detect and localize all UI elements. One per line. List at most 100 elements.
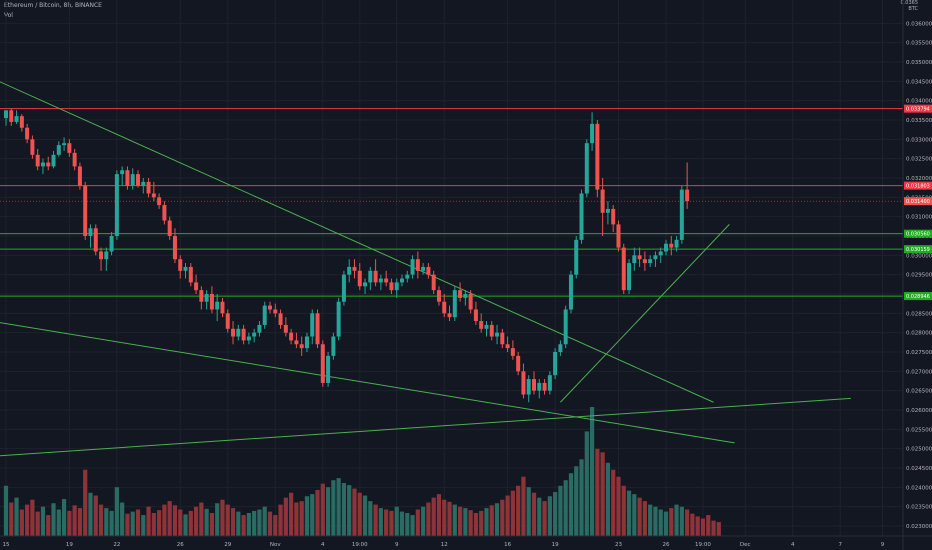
- volume-bar: [426, 502, 431, 536]
- candle-body: [262, 305, 267, 325]
- candle-body: [436, 290, 441, 302]
- trendline: [560, 224, 730, 403]
- candle: [621, 243, 626, 294]
- candle: [326, 352, 331, 387]
- candle: [421, 263, 426, 275]
- volume-bar: [257, 509, 262, 536]
- candle: [347, 259, 352, 283]
- candle: [574, 236, 579, 279]
- candle: [183, 263, 188, 279]
- candle: [458, 282, 463, 302]
- volume-bar: [98, 504, 104, 536]
- x-tick-label: 4: [791, 542, 795, 548]
- candle-body: [104, 251, 109, 260]
- candle: [373, 259, 378, 287]
- candle-body: [658, 251, 663, 256]
- candle-body: [283, 324, 288, 333]
- x-tick-label: 22: [113, 542, 120, 548]
- time-axis[interactable]: 15 19 22 26 29 Nov 4 19:00 9 12 16 19 23 26 19:00 Dec 4 7…: [0, 535, 932, 548]
- candle: [400, 274, 404, 287]
- volume-bar: [14, 497, 19, 536]
- volume-bar: [125, 513, 130, 536]
- candle-body: [431, 274, 436, 291]
- price-axis[interactable]: 0.023000 0.023500 0.024000 0.024500 0.025000…: [902, 0, 932, 550]
- price-axis-unit-value: 0.0365: [900, 0, 919, 6]
- candle: [109, 232, 114, 256]
- y-tick-label: 0.024000: [906, 485, 932, 491]
- volume-bar: [188, 510, 193, 536]
- candle-body: [294, 340, 299, 345]
- candle-body: [209, 294, 214, 310]
- candle: [46, 156, 51, 171]
- volume-bar: [56, 509, 61, 536]
- candle: [648, 255, 653, 267]
- candle: [225, 309, 230, 333]
- volume-bar: [611, 469, 616, 536]
- volume-bar: [246, 512, 251, 536]
- trendline: [0, 397, 851, 457]
- candle: [452, 286, 457, 322]
- candle: [510, 340, 515, 360]
- candle-body: [141, 181, 146, 186]
- volume-bar: [19, 509, 24, 536]
- candle: [130, 168, 135, 190]
- volume-bar: [130, 511, 135, 536]
- x-tick-label: 19:00: [695, 542, 711, 548]
- candle: [283, 317, 288, 337]
- x-tick-label: 19:00: [352, 542, 368, 548]
- chart-symbol-title: Ethereum / Bitcoin, 8h, BINANCE: [4, 2, 102, 9]
- volume-bar: [146, 506, 151, 536]
- level-price-label: 0.033794: [906, 107, 930, 113]
- volume-bar: [67, 510, 72, 536]
- candle-body: [347, 266, 352, 275]
- volume-bar: [3, 485, 9, 536]
- volume-bar: [389, 510, 394, 536]
- candle: [93, 224, 98, 256]
- x-tick-label: 29: [224, 542, 231, 548]
- volume-bar: [362, 495, 368, 536]
- candle: [553, 348, 558, 380]
- candle: [642, 251, 647, 271]
- candle: [167, 216, 172, 240]
- candle: [204, 290, 209, 310]
- volume-bar: [141, 515, 146, 536]
- level-price-label: 0.028946: [906, 294, 930, 300]
- volume-bar: [553, 492, 558, 536]
- candle-body: [400, 278, 404, 283]
- level-price-label: 0.031803: [906, 184, 930, 190]
- candle-body: [268, 305, 272, 310]
- candle: [67, 139, 72, 157]
- volume-bar: [325, 487, 331, 536]
- last-price-label: 0.031400: [906, 199, 930, 205]
- candle-body: [172, 236, 177, 260]
- candle-body: [574, 239, 579, 275]
- candle: [600, 178, 605, 236]
- volume-bar: [463, 508, 468, 536]
- y-tick-label: 0.028500: [906, 311, 932, 317]
- candle-body: [194, 282, 199, 291]
- x-tick-label: 15: [3, 542, 10, 548]
- volume-bar: [341, 482, 347, 536]
- x-tick-label: Nov: [270, 542, 281, 548]
- candle: [357, 263, 362, 291]
- candle-body: [114, 174, 119, 236]
- candle-body: [553, 352, 558, 376]
- volume-bar: [352, 488, 357, 536]
- candle: [162, 201, 167, 225]
- candle-body: [489, 324, 494, 337]
- candle-body: [125, 170, 130, 186]
- volume-bar: [278, 504, 283, 536]
- volume-bar: [204, 508, 209, 536]
- drawing-lines[interactable]: [0, 77, 903, 457]
- volume-bar: [368, 501, 373, 536]
- candle: [209, 286, 214, 314]
- candle: [120, 166, 125, 186]
- candle-body: [563, 309, 568, 345]
- candle-body: [299, 344, 304, 349]
- volume-bar: [642, 501, 647, 536]
- candle-body: [241, 328, 246, 341]
- volume-bar: [77, 508, 83, 536]
- candle-body: [648, 259, 653, 264]
- candle-body: [679, 189, 684, 240]
